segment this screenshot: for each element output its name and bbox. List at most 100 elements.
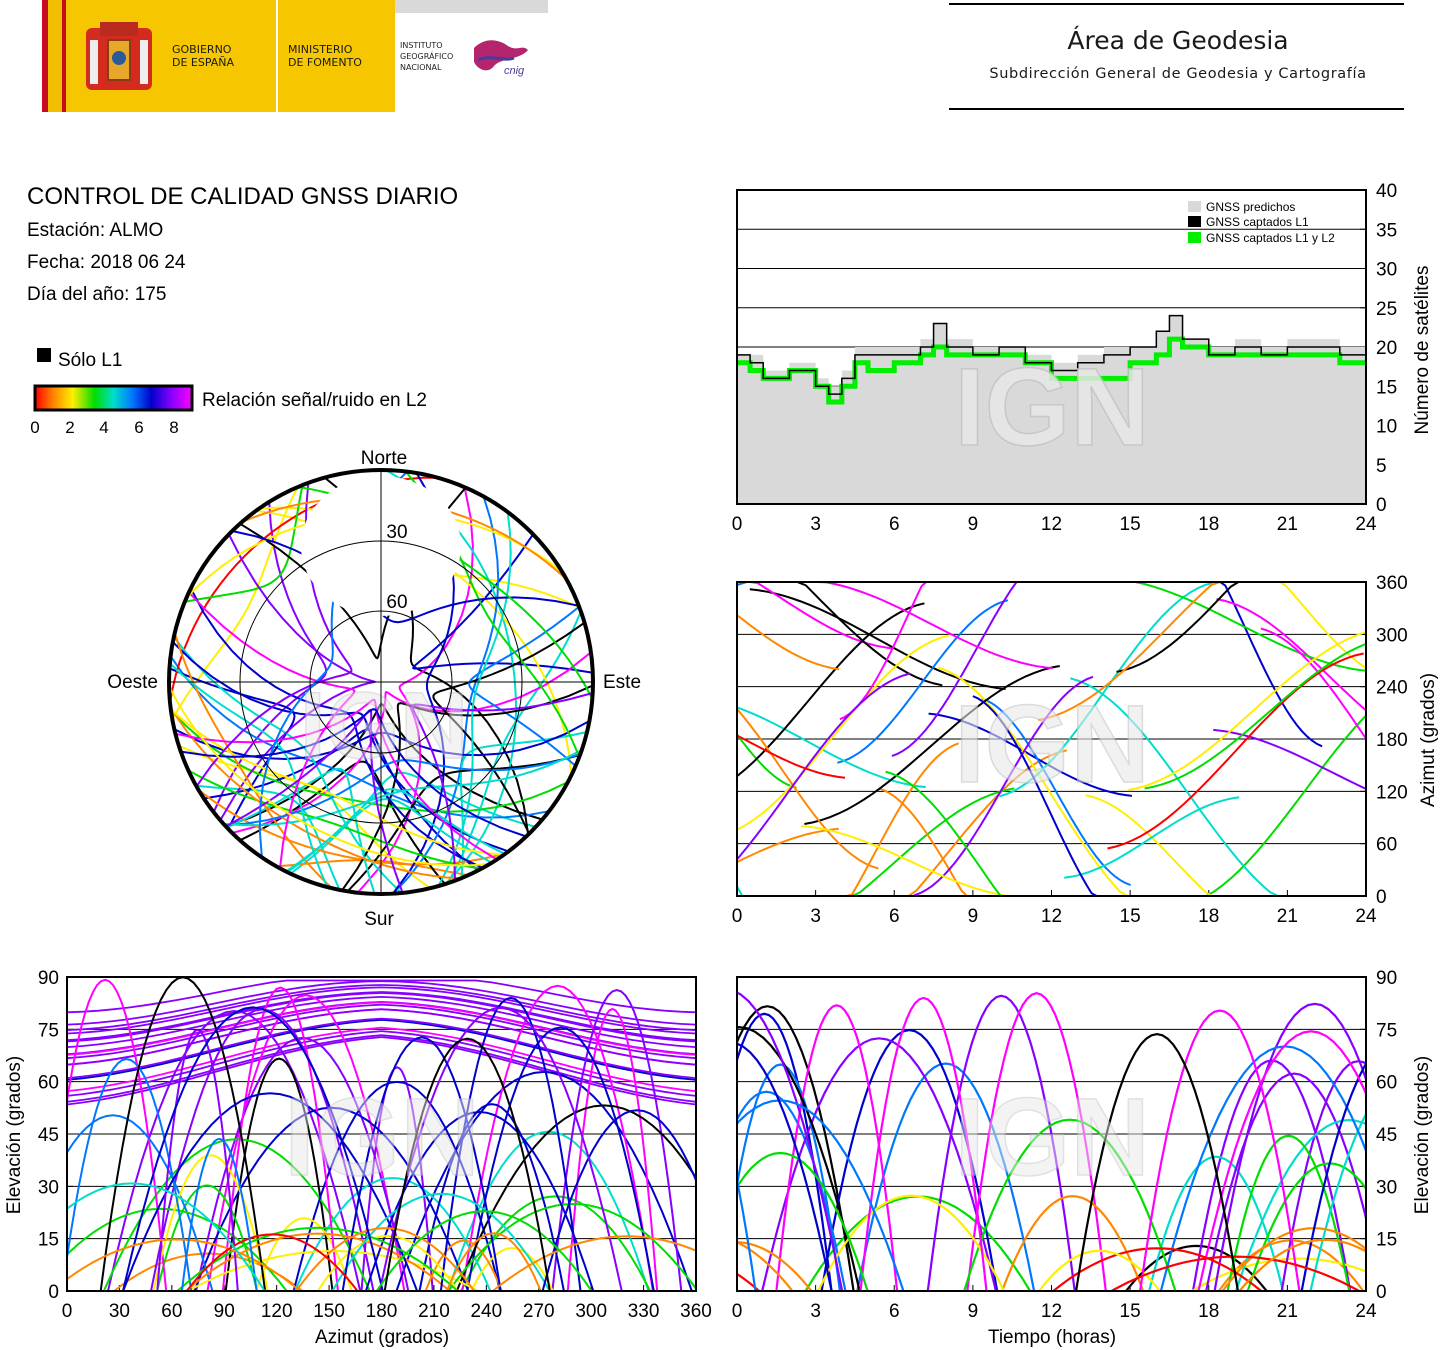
x-tick-label: 120 <box>261 1301 293 1322</box>
satellite-track <box>999 582 1213 798</box>
y-tick-labels: 0 60 120 180 240 300 360 <box>1376 573 1408 908</box>
satellite-track <box>1234 1118 1366 1291</box>
x-tick-label: 0 <box>62 1301 73 1322</box>
satellite-track <box>837 599 1009 764</box>
x-tick-label: 6 <box>889 906 900 927</box>
satellite-track <box>1191 1257 1366 1291</box>
x-tick-label: 15 <box>1120 514 1141 535</box>
y-axis-label: Elevación (grados) <box>1412 1056 1433 1214</box>
satellite-track <box>187 769 482 870</box>
x-axis-label: Azimut (grados) <box>315 1327 449 1348</box>
satellite-track <box>737 582 865 587</box>
satellite-track <box>1052 1247 1262 1291</box>
satellite-track <box>107 1009 362 1291</box>
satellite-track <box>737 672 911 861</box>
snr-colorbar <box>33 384 194 412</box>
area-banner: Área de Geodesia Subdirección General de… <box>949 3 1404 110</box>
ministry-logo-background <box>278 0 395 112</box>
cnig-text: cnig <box>504 65 525 77</box>
y-tick-label: 0 <box>1376 495 1387 516</box>
satellite-track <box>1110 1255 1360 1291</box>
area-subtitle: Subdirección General de Geodesia y Carto… <box>989 66 1366 82</box>
satellite-track <box>346 754 581 892</box>
x-tick-label: 330 <box>628 1301 660 1322</box>
elevation-azimuth-chart: IGN 0 30 60 90 120 150 180 210 240 270 300 330 360 0… <box>4 968 712 1348</box>
satellite-track <box>737 991 844 1291</box>
satellite-track <box>169 685 490 867</box>
satellite-track <box>455 1104 696 1291</box>
satellite-track <box>737 613 840 671</box>
y-tick-label: 90 <box>1376 968 1397 989</box>
x-tick-label: 15 <box>1120 1301 1141 1322</box>
y-tick-label: 20 <box>1376 338 1397 359</box>
x-tick-label: 210 <box>418 1301 450 1322</box>
y-tick-label: 120 <box>1376 782 1408 803</box>
x-tick-label: 360 <box>680 1301 712 1322</box>
direction-south: Sur <box>364 909 394 930</box>
y-tick-label: 60 <box>38 1073 59 1094</box>
y-tick-labels: 0 5 10 15 20 25 30 35 40 <box>1376 181 1397 516</box>
satellite-track <box>1064 796 1240 879</box>
x-tick-label: 24 <box>1355 514 1377 535</box>
plot-frame <box>66 976 697 1292</box>
plot-frame <box>736 976 1367 1292</box>
satellite-track <box>885 770 1078 896</box>
x-tick-label: 6 <box>889 1301 900 1322</box>
y-axis-label: Azimut (grados) <box>1418 673 1439 807</box>
satellite-track <box>67 992 696 1043</box>
satellite-track <box>67 1238 301 1291</box>
y-tick-label: 45 <box>1376 1125 1397 1146</box>
info-block: CONTROL DE CALIDAD GNSS DIARIO Estación:… <box>27 183 458 437</box>
satellite-track <box>221 986 339 1291</box>
y-tick-label: 25 <box>1376 299 1397 320</box>
satellite-track <box>357 487 474 894</box>
satellite-track <box>385 470 518 885</box>
snr-tick: 8 <box>169 418 178 437</box>
ign-watermark: IGN <box>300 673 469 779</box>
satellite-track <box>1214 582 1366 670</box>
legend-label-predicted: GNSS predichos <box>1206 200 1295 214</box>
satellite-track <box>437 511 512 887</box>
satellite-track <box>801 825 1021 896</box>
legend-swatch-l1l2 <box>1188 232 1201 243</box>
series-layer <box>737 314 1366 504</box>
satellite-track <box>196 784 341 891</box>
satellite-track <box>239 760 446 885</box>
satellite-track <box>737 1241 813 1291</box>
satellite-track <box>341 684 593 891</box>
x-tick-label: 18 <box>1198 514 1219 535</box>
snr-tick: 4 <box>99 418 108 437</box>
satellite-track <box>195 482 353 787</box>
satellite-track <box>341 1036 502 1291</box>
day-of-year: Día del año: 175 <box>27 284 166 305</box>
satellite-track <box>316 1234 459 1291</box>
satellite-track <box>859 996 988 1291</box>
satellite-track <box>180 708 527 838</box>
direction-north: Norte <box>361 448 407 469</box>
only-l1-label: Sólo L1 <box>58 350 122 371</box>
x-tick-label: 9 <box>968 906 979 927</box>
satellite-track <box>1116 582 1346 673</box>
satellite-track <box>771 787 1015 896</box>
satellite-track <box>1075 1032 1239 1291</box>
x-tick-label: 9 <box>968 1301 979 1322</box>
snr-tick: 0 <box>30 418 39 437</box>
x-tick-label: 90 <box>214 1301 235 1322</box>
satellite-track <box>67 986 696 1035</box>
x-tick-label: 12 <box>1041 906 1062 927</box>
satellite-track <box>551 988 683 1291</box>
satellite-track <box>424 1239 503 1291</box>
satellite-track <box>737 1151 869 1291</box>
x-tick-label: 24 <box>1355 906 1377 927</box>
satellite-track <box>1300 1061 1366 1291</box>
satellite-track <box>1001 1194 1145 1291</box>
x-tick-label: 9 <box>968 514 979 535</box>
satellite-track <box>1038 1249 1161 1291</box>
x-tick-labels: 0 3 6 9 12 15 18 21 24 <box>732 514 1377 535</box>
y-tick-label: 45 <box>38 1125 59 1146</box>
satellite-track <box>1213 728 1366 790</box>
cnig-logo-icon: cnig <box>474 40 528 77</box>
satellite-track <box>737 582 943 687</box>
satellite-track <box>186 1233 359 1291</box>
x-tick-label: 21 <box>1277 906 1298 927</box>
